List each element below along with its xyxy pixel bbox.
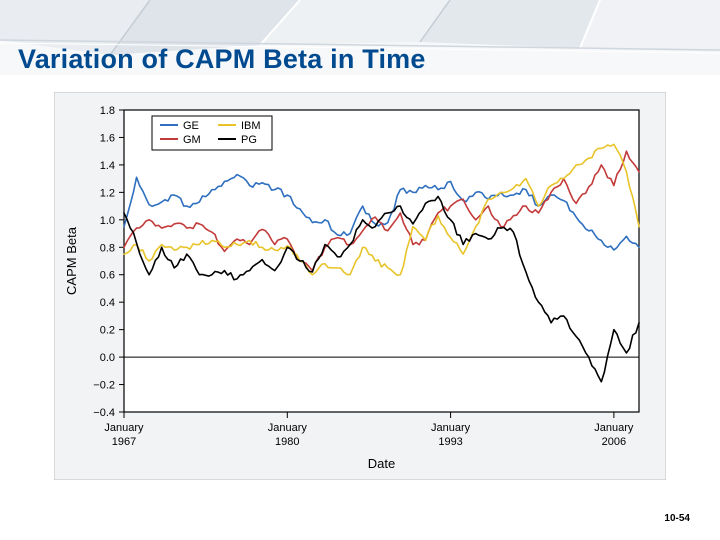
svg-text:0.6: 0.6: [100, 270, 115, 282]
svg-text:0.8: 0.8: [100, 242, 115, 254]
svg-text:CAPM Beta: CAPM Beta: [64, 226, 79, 295]
svg-text:PG: PG: [241, 134, 257, 146]
page-title: Variation of CAPM Beta in Time: [18, 44, 426, 75]
svg-text:January: January: [431, 422, 471, 434]
svg-text:GE: GE: [183, 120, 199, 132]
svg-text:−0.2: −0.2: [93, 380, 115, 392]
svg-text:−0.4: −0.4: [93, 407, 115, 419]
svg-text:2006: 2006: [602, 436, 626, 448]
svg-text:1.2: 1.2: [100, 187, 115, 199]
svg-text:January: January: [594, 422, 634, 434]
svg-text:0.0: 0.0: [100, 352, 115, 364]
svg-text:1967: 1967: [112, 436, 136, 448]
svg-text:IBM: IBM: [241, 120, 261, 132]
svg-text:1993: 1993: [438, 436, 462, 448]
svg-text:1.8: 1.8: [100, 105, 115, 117]
svg-text:1.0: 1.0: [100, 215, 115, 227]
svg-text:January: January: [268, 422, 308, 434]
svg-text:0.2: 0.2: [100, 325, 115, 337]
svg-text:0.4: 0.4: [100, 297, 115, 309]
svg-text:Date: Date: [368, 456, 395, 471]
svg-text:1980: 1980: [275, 436, 299, 448]
svg-text:1.4: 1.4: [100, 160, 115, 172]
chart-container: −0.4 −0.2 0.0 0.2 0.4 0.6 0.8 1.0 1.2 1.4 1.6 1.8 Ja…: [54, 92, 666, 480]
page-number: 10-54: [664, 513, 690, 524]
svg-text:1.6: 1.6: [100, 132, 115, 144]
slide-root: Variation of CAPM Beta in Time −0.4 −0.2 0…: [0, 0, 720, 540]
svg-text:GM: GM: [183, 134, 201, 146]
svg-text:January: January: [104, 422, 144, 434]
